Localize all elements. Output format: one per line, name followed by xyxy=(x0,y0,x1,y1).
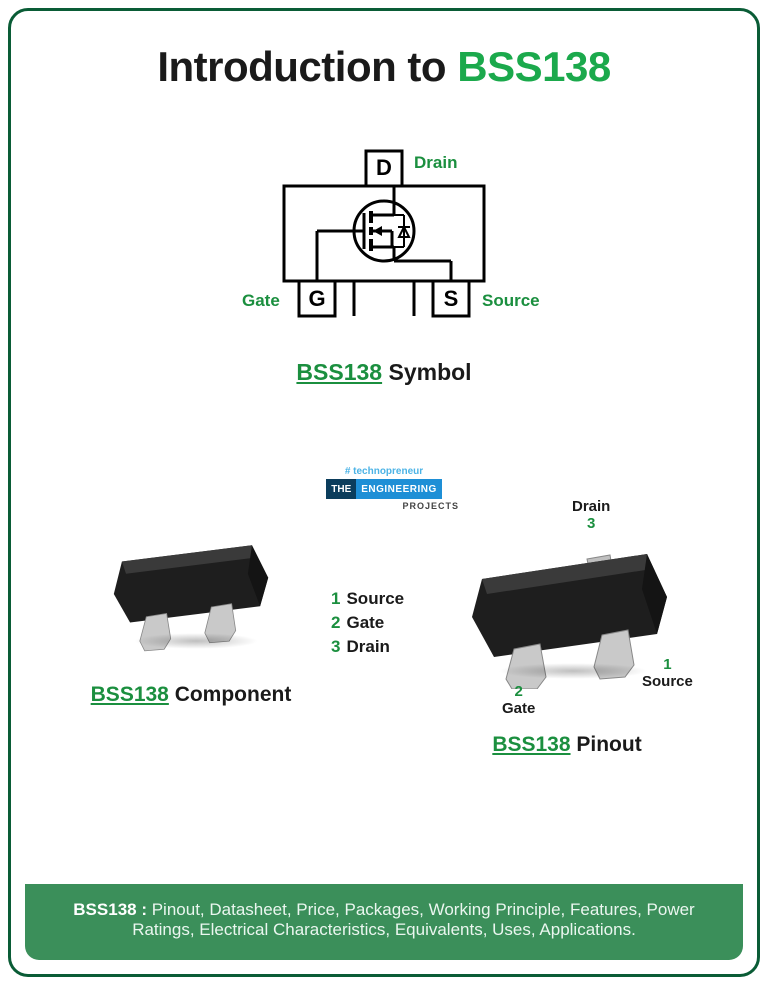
svg-text:D: D xyxy=(376,155,392,180)
footer-text: Pinout, Datasheet, Price, Packages, Work… xyxy=(132,900,695,939)
pinout-chip: Drain 3 1 Source 2 Gate xyxy=(452,529,682,689)
chip-shadow xyxy=(134,633,258,649)
svg-text:G: G xyxy=(308,286,325,311)
component-pinout-row: BSS138 Component 1Source 2Gate 3Drain xyxy=(11,519,757,757)
logo-banner: THE ENGINEERING xyxy=(289,479,479,499)
page-frame: Introduction to BSS138 xyxy=(8,8,760,977)
component-caption: BSS138 Component xyxy=(61,683,321,707)
footer-bold: BSS138 : xyxy=(73,900,151,919)
component-caption-rest: Component xyxy=(169,683,291,706)
callout-drain: Drain 3 xyxy=(572,499,610,532)
callout-gate: 2 Gate xyxy=(502,684,535,717)
pin-legend: 1Source 2Gate 3Drain xyxy=(331,589,404,661)
component-chip xyxy=(96,529,286,659)
pinout-column: Drain 3 1 Source 2 Gate BSS138 Pinout xyxy=(427,529,707,757)
page-title: Introduction to BSS138 xyxy=(11,43,757,91)
symbol-gate-label: Gate xyxy=(242,291,280,311)
pinout-caption-rest: Pinout xyxy=(571,733,642,756)
component-column: BSS138 Component xyxy=(61,529,321,707)
logo-sub: PROJECTS xyxy=(289,501,479,511)
symbol-diagram: D G S Drain Gate Source xyxy=(214,131,554,331)
title-part: BSS138 xyxy=(457,43,610,90)
logo-word1: THE xyxy=(326,479,356,499)
logo-word2: ENGINEERING xyxy=(356,479,442,499)
logo-tagline: # technopreneur xyxy=(289,466,479,477)
brand-logo: # technopreneur THE ENGINEERING PROJECTS xyxy=(289,466,479,511)
symbol-caption-rest: Symbol xyxy=(382,359,471,385)
chip-shadow xyxy=(498,663,648,679)
title-intro: Introduction to xyxy=(157,43,457,90)
pin-legend-row: 2Gate xyxy=(331,613,404,633)
svg-text:S: S xyxy=(444,286,459,311)
pinout-caption-part: BSS138 xyxy=(492,733,570,756)
symbol-caption: BSS138 Symbol xyxy=(11,359,757,386)
footer-banner: BSS138 : Pinout, Datasheet, Price, Packa… xyxy=(25,884,743,960)
symbol-source-label: Source xyxy=(482,291,540,311)
pin-legend-row: 1Source xyxy=(331,589,404,609)
pin-legend-row: 3Drain xyxy=(331,637,404,657)
pinout-caption: BSS138 Pinout xyxy=(427,733,707,757)
component-caption-part: BSS138 xyxy=(91,683,169,706)
symbol-caption-part: BSS138 xyxy=(296,359,382,385)
callout-source: 1 Source xyxy=(642,657,693,690)
symbol-drain-label: Drain xyxy=(414,153,457,173)
